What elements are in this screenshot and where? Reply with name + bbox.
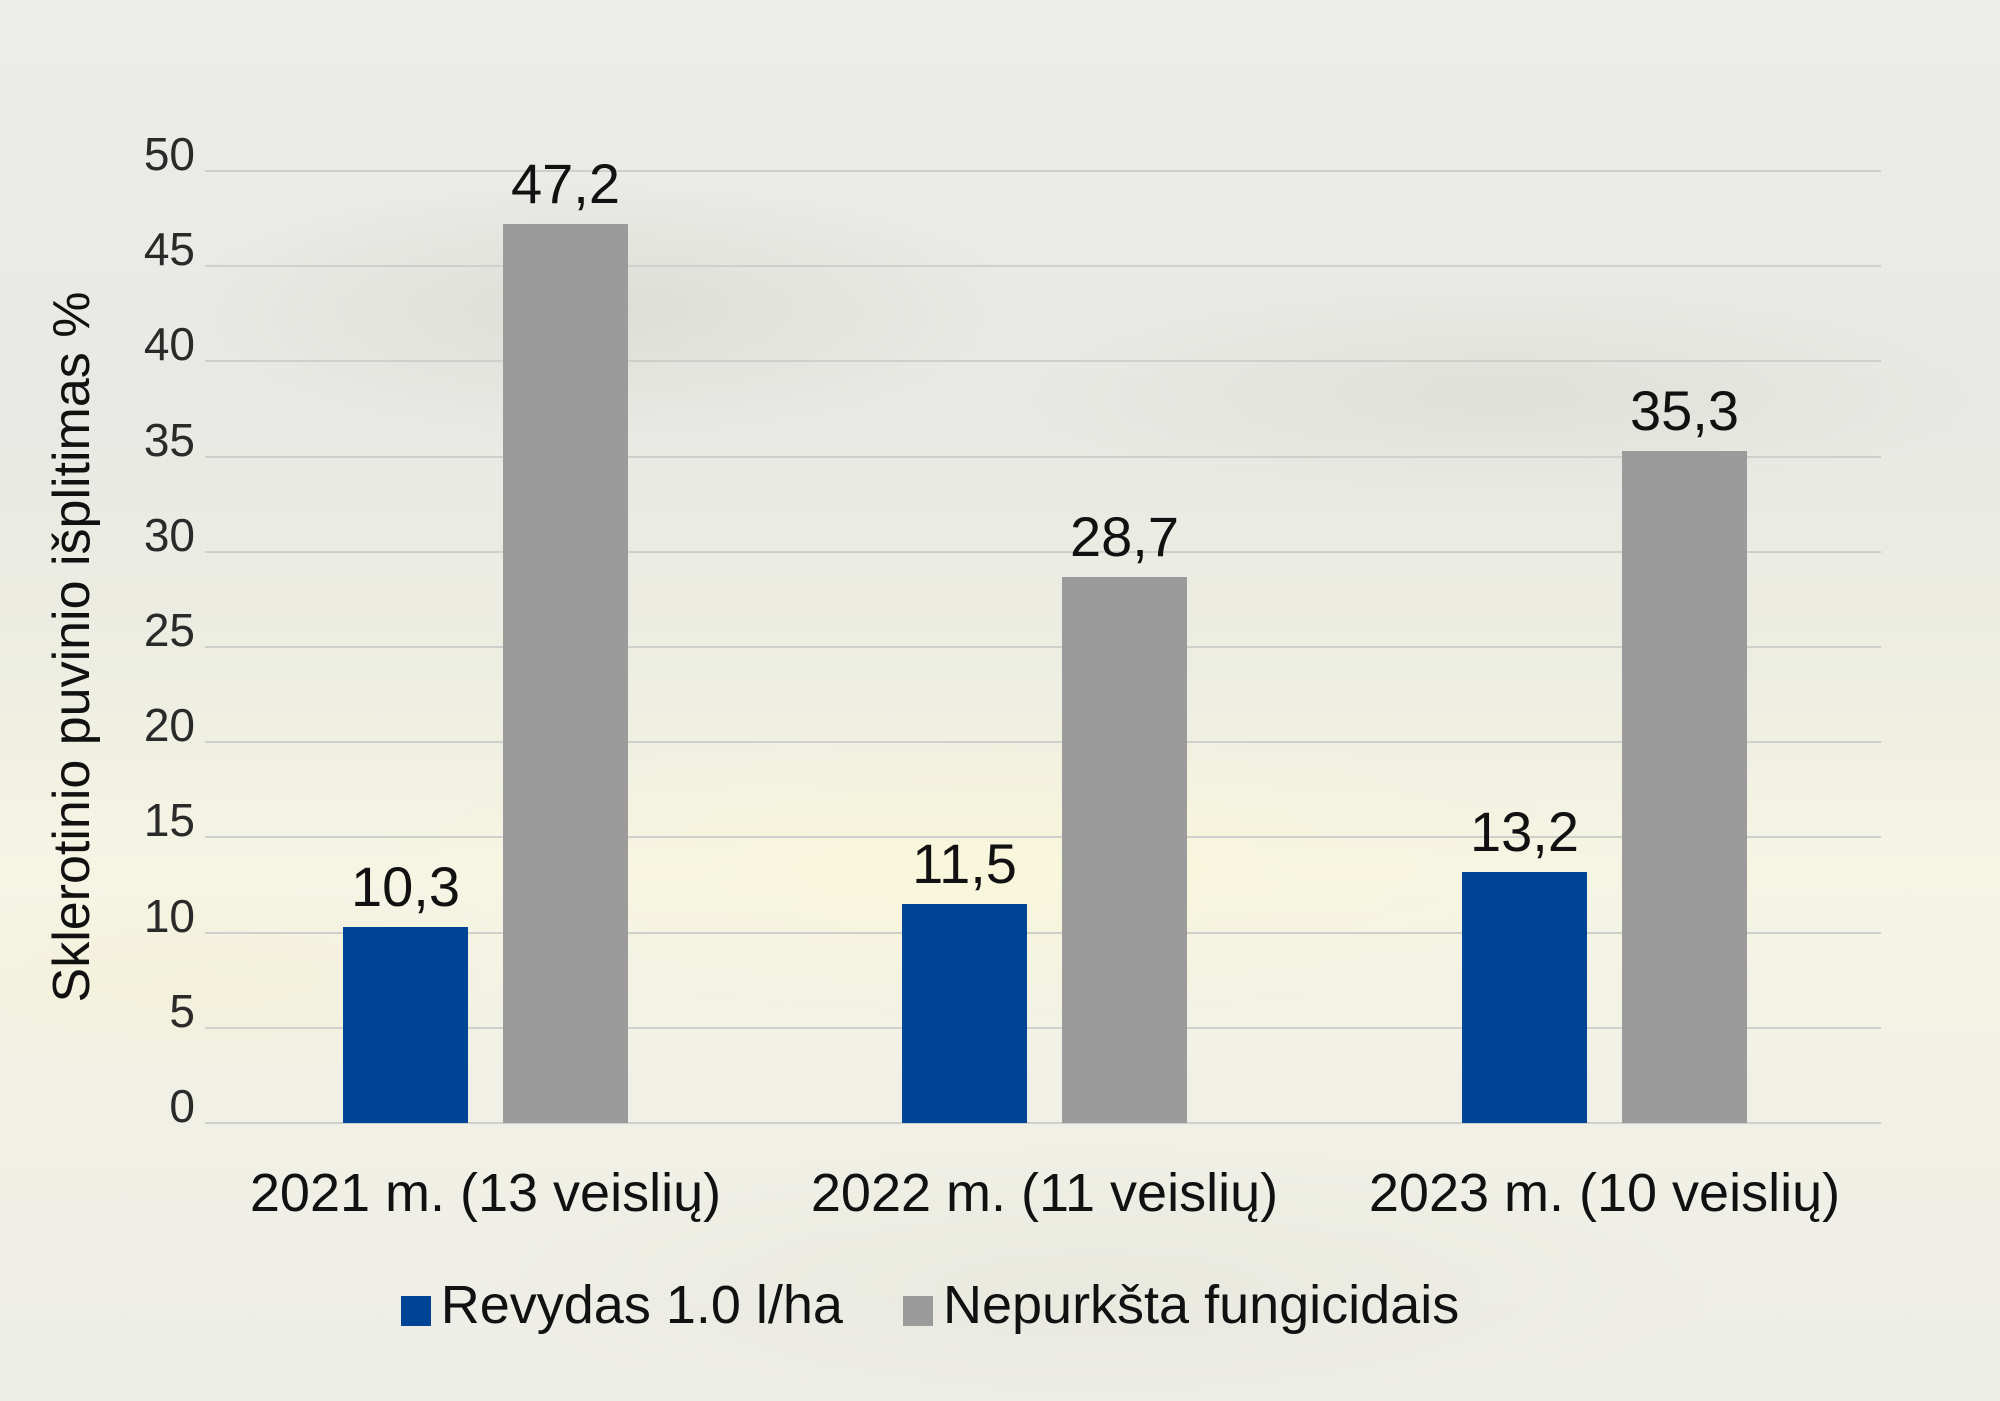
value-label: 10,3 (351, 854, 460, 918)
y-tick-label: 5 (169, 984, 195, 1037)
y-tick-label: 20 (143, 699, 195, 752)
gridline (205, 170, 1881, 172)
bar-nepurksta-0 (503, 224, 628, 1123)
gridline (205, 931, 1881, 934)
y-tick-label: 50 (143, 128, 195, 180)
y-tick-label: 40 (143, 318, 195, 371)
bar-revydas-0 (343, 926, 468, 1123)
bar-revydas-2 (1462, 871, 1587, 1123)
legend-swatch-blue (400, 1296, 431, 1326)
gridline (205, 360, 1881, 363)
legend-item-revydas: Revydas 1.0 l/ha (400, 1275, 843, 1335)
gridline (205, 265, 1881, 268)
gridline (205, 1122, 1881, 1124)
y-tick-label: 45 (143, 223, 195, 276)
y-tick-label: 0 (169, 1080, 195, 1132)
value-label: 47,2 (511, 152, 620, 216)
value-label: 28,7 (1070, 504, 1179, 568)
y-tick-label: 25 (143, 604, 195, 656)
bar-nepurksta-2 (1622, 450, 1747, 1123)
value-label: 35,3 (1630, 378, 1739, 442)
legend-label: Nepurkšta fungicidais (942, 1275, 1460, 1335)
x-axis-label: 2021 m. (13 veislių) (249, 1163, 722, 1223)
legend-swatch-gray (902, 1296, 933, 1326)
gridline (205, 1026, 1881, 1029)
gridline (205, 836, 1881, 839)
value-label: 13,2 (1470, 799, 1579, 863)
bar-revydas-1 (902, 904, 1027, 1123)
gridline (205, 455, 1881, 458)
gridline (205, 550, 1881, 553)
y-tick-label: 30 (143, 508, 195, 561)
y-tick-label: 15 (143, 794, 195, 847)
legend: Revydas 1.0 l/ha Nepurkšta fungicidais (0, 1278, 1930, 1332)
x-axis-label: 2023 m. (10 veislių) (1368, 1163, 1841, 1223)
legend-item-nepurksta: Nepurkšta fungicidais (902, 1275, 1460, 1335)
y-tick-label: 35 (143, 413, 195, 466)
y-tick-label: 10 (143, 889, 195, 942)
gridline (205, 741, 1881, 744)
y-axis-title: Sklerotinio puvinio išplitimas % (43, 291, 101, 1003)
legend-label: Revydas 1.0 l/ha (440, 1275, 843, 1335)
value-label: 11,5 (912, 832, 1017, 896)
x-axis-label: 2022 m. (11 veislių) (810, 1163, 1279, 1223)
gridline (205, 646, 1881, 648)
bar-nepurksta-1 (1062, 576, 1187, 1123)
